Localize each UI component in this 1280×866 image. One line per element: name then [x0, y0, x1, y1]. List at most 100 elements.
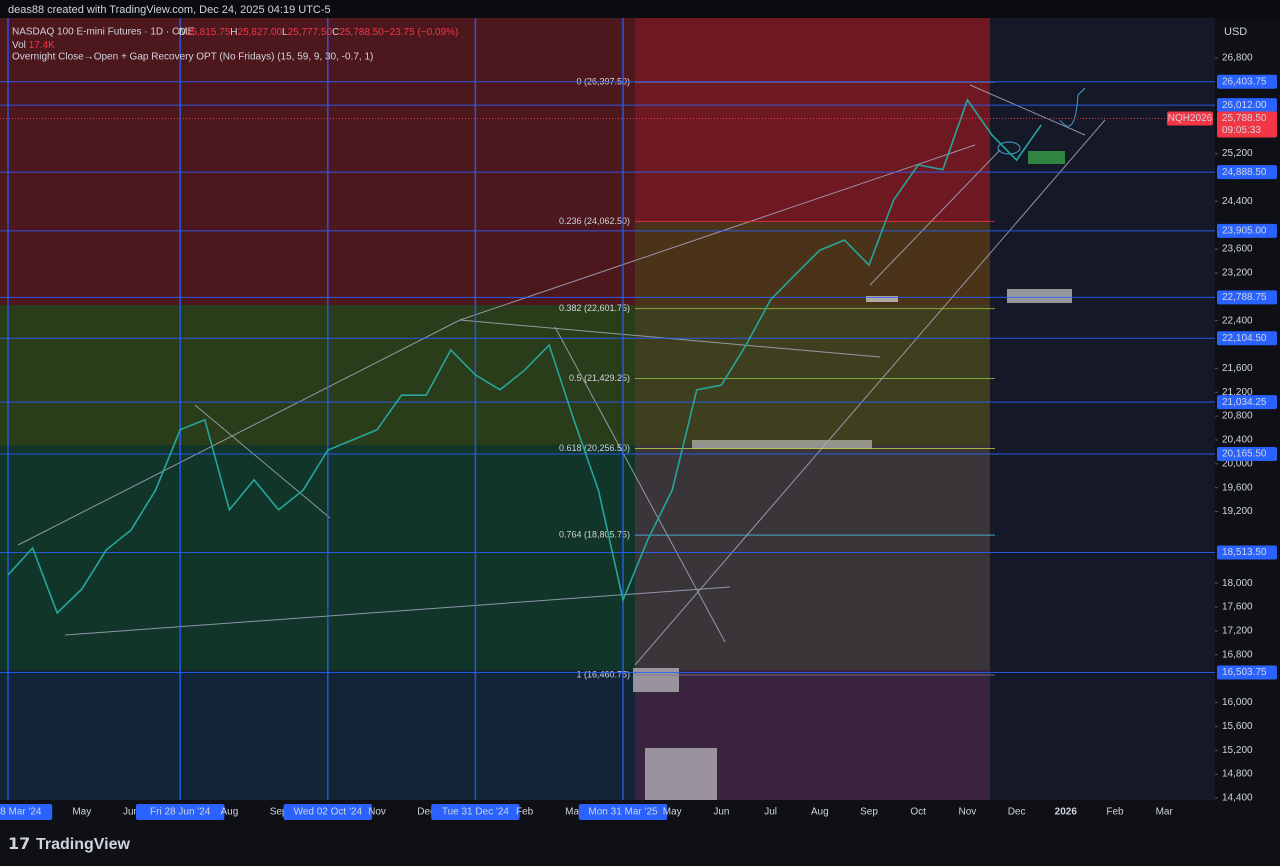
change: −23.75 (−0.09%) [384, 27, 459, 38]
logo: 𝟭𝟳 TradingView [8, 836, 131, 853]
level-tag [1217, 665, 1277, 680]
zone [0, 445, 635, 670]
indicator: Overnight Close→Open + Gap Recovery OPT … [12, 52, 373, 63]
currency: USD [1224, 26, 1247, 38]
box [1007, 289, 1072, 303]
logo-text: TradingView [36, 836, 131, 853]
level-tag [1217, 98, 1277, 113]
x-tick-label: Feb [516, 807, 534, 818]
level-tag-label: 22,104.50 [1222, 333, 1267, 344]
ohlc-key: L [282, 27, 288, 38]
x-tick-highlight [283, 804, 372, 820]
x-tick-label: Feb [1106, 807, 1124, 818]
x-tick-label: Tue 31 Dec '24 [442, 807, 510, 818]
y-tick-label: 20,800 [1222, 411, 1253, 422]
fib-label: 0.5 (21,429.25) [569, 373, 630, 383]
zone [635, 222, 990, 305]
level-tag [1217, 446, 1277, 461]
level-tag [1217, 290, 1277, 305]
x-tick-label: Nov [959, 807, 977, 818]
x-tick-label: Jun [713, 807, 729, 818]
level-tag-label: 24,888.50 [1222, 167, 1267, 178]
annotation-circle [997, 141, 1021, 155]
plot: 0 (26,397.50)0.236 (24,062.50)0.382 (22,… [0, 18, 1215, 800]
projection [1059, 87, 1086, 127]
level-tag-label: 26,012.00 [1222, 100, 1267, 111]
zone [635, 18, 990, 222]
y-tick-label: 23,600 [1222, 244, 1253, 255]
level-tag [1217, 545, 1277, 560]
volume: Vol 17.4K [12, 40, 55, 51]
x-tick-label: Sep [270, 807, 288, 818]
ohlc-key: H [230, 27, 237, 38]
x-tick-label: Mar [1156, 807, 1174, 818]
fib-label: 1 (16,460.75) [576, 669, 630, 679]
level-tag-label: 21,034.25 [1222, 397, 1267, 408]
trend-line [969, 84, 1086, 136]
x-tick-label: Mon 31 Mar '25 [588, 807, 658, 818]
x-tick-label: May [663, 807, 682, 818]
y-tick-label: 19,600 [1222, 482, 1253, 493]
y-tick-label: 25,200 [1222, 148, 1253, 159]
level-tag [1217, 395, 1277, 410]
level-tag [1217, 331, 1277, 346]
x-tick-label: Aug [221, 807, 239, 818]
x-tick-label: Mar [565, 807, 583, 818]
x-tick-label: Wed 02 Oct '24 [294, 807, 363, 818]
countdown: 09:05:33 [1222, 125, 1261, 136]
y-tick-label: 16,800 [1222, 649, 1253, 660]
last-price-label: 25,788.50 [1222, 113, 1267, 124]
zone [0, 670, 635, 800]
x-tick-label: Jul [764, 807, 777, 818]
x-tick-label: Jun [123, 807, 139, 818]
x-tick-highlight [136, 804, 225, 820]
level-tag-label: 22,788.75 [1222, 292, 1267, 303]
y-tick-label: 21,200 [1222, 387, 1253, 398]
level-tag-label: 16,503.75 [1222, 667, 1267, 678]
x-tick-highlight [578, 804, 668, 820]
y-tick-label: 26,800 [1222, 53, 1253, 64]
y-tick-label: 20,000 [1222, 458, 1253, 469]
volume-label: Vol [12, 40, 26, 51]
y-tick-label: 20,400 [1222, 435, 1253, 446]
y-tick-label: 18,000 [1222, 578, 1253, 589]
fib-label: 0.382 (22,601.75) [559, 303, 630, 313]
zone [0, 305, 635, 445]
y-tick-label: 21,600 [1222, 363, 1253, 374]
ohlc-value: 25,788.50 [339, 27, 384, 38]
level-tag-label: 18,513.50 [1222, 547, 1267, 558]
box [633, 668, 679, 692]
volume-value: 17.4K [29, 40, 55, 51]
x-tick-label: Dec [1008, 807, 1026, 818]
symbol-tag-label: NQH2026 [1168, 113, 1213, 124]
ohlc: O25,815.75H25,827.00L25,777.50C25,788.50… [178, 27, 458, 38]
y-tick-label: 14,400 [1222, 793, 1253, 804]
x-tick-label: Nov [368, 807, 386, 818]
level-tag-label: 26,403.75 [1222, 76, 1267, 87]
symbol-tag [1167, 111, 1213, 126]
last-price-tag [1217, 111, 1277, 138]
trend-line [194, 404, 331, 519]
level-tag [1217, 165, 1277, 180]
ohlc-value: 25,815.75 [186, 27, 231, 38]
x-tick-label: Fri 28 Jun '24 [150, 807, 211, 818]
y-tick-label: 17,200 [1222, 626, 1253, 637]
x-tick-label: Thu 28 Mar '24 [0, 807, 42, 818]
fib-label: 0.236 (24,062.50) [559, 216, 630, 226]
x-tick-label: Aug [811, 807, 829, 818]
zone [635, 305, 990, 445]
fib-label: 0.618 (20,256.50) [559, 443, 630, 453]
y-tick-label: 24,400 [1222, 196, 1253, 207]
y-tick-label: 19,200 [1222, 506, 1253, 517]
price-line [7, 98, 1042, 615]
x-tick-label: Sep [860, 807, 878, 818]
zone [0, 18, 635, 305]
y-tick-label: 15,600 [1222, 721, 1253, 732]
zone [990, 18, 1215, 800]
x-tick-label: May [72, 807, 91, 818]
ohlc-value: 25,777.50 [288, 27, 333, 38]
box [1028, 151, 1065, 164]
level-tag-label: 20,165.50 [1222, 449, 1267, 460]
level-tag [1217, 223, 1277, 238]
